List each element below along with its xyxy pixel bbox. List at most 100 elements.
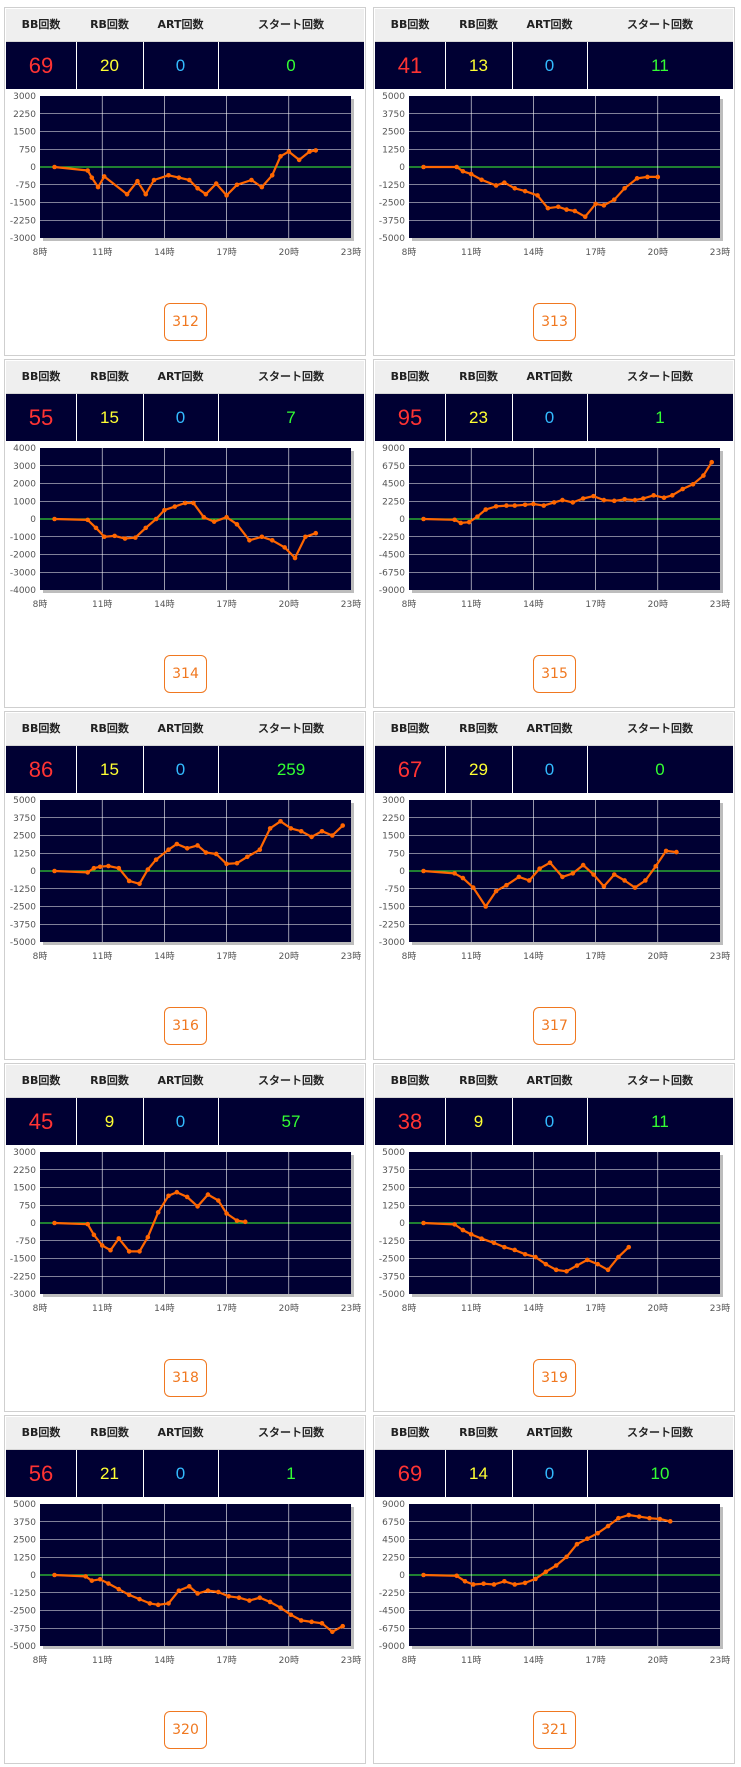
data-point [176, 175, 182, 180]
data-point [259, 184, 265, 190]
slump-chart: 3000 2250 1500 750 0 -750 -1500 -2250 -3000 8時 11時… [10, 92, 361, 258]
y-tick-label: -2250 [379, 1589, 405, 1599]
rb-header: RB回数 [90, 370, 129, 383]
data-point [95, 184, 101, 190]
data-point [176, 1588, 182, 1593]
x-tick-label: 8時 [402, 1655, 417, 1666]
x-tick-label: 8時 [402, 599, 417, 610]
x-tick-label: 20時 [279, 247, 299, 258]
data-point [186, 177, 192, 183]
data-point [421, 516, 426, 522]
data-point [213, 181, 219, 186]
start-count: 0 [286, 56, 296, 75]
y-tick-label: 4000 [13, 444, 36, 454]
x-tick-label: 20時 [279, 1655, 299, 1666]
data-point [680, 486, 685, 492]
stats-header: BB回数 RB回数 ART回数 スタート回数 [6, 713, 364, 746]
y-tick-label: 2500 [382, 1184, 405, 1194]
data-point [522, 502, 528, 508]
slump-chart: 5000 3750 2500 1250 0 -1250 -2500 -3750 -5000 8時 1… [10, 1500, 361, 1666]
data-point [657, 1516, 663, 1522]
stats-values: 69 14 0 10 [375, 1450, 733, 1497]
data-point [526, 878, 532, 883]
y-tick-label: 3000 [13, 1148, 36, 1158]
data-point [512, 1247, 518, 1253]
x-tick-label: 17時 [216, 951, 236, 962]
y-tick-label: 0 [30, 515, 36, 525]
machine-number-button[interactable]: 320 [164, 1711, 207, 1749]
data-point [674, 849, 679, 855]
x-tick-label: 8時 [33, 599, 48, 610]
data-point [522, 188, 528, 194]
data-point [636, 1514, 642, 1519]
rb-header: RB回数 [459, 1426, 498, 1439]
data-point [502, 1579, 507, 1584]
data-point [85, 1221, 90, 1227]
data-point [541, 503, 547, 508]
x-tick-label: 17時 [216, 1303, 236, 1314]
data-point [106, 1581, 111, 1586]
data-point [234, 1218, 240, 1223]
data-point [555, 204, 561, 210]
y-tick-label: 0 [30, 1219, 36, 1229]
data-point [460, 1227, 466, 1233]
machine-number-button[interactable]: 313 [533, 303, 576, 341]
column-divider [445, 1098, 446, 1145]
data-point [481, 1581, 486, 1586]
y-tick-label: -2500 [10, 1607, 36, 1617]
stats-header: BB回数 RB回数 ART回数 スタート回数 [375, 1065, 733, 1098]
data-point [174, 841, 180, 847]
x-tick-label: 8時 [402, 247, 417, 258]
rb-header: RB回数 [459, 18, 498, 31]
x-tick-label: 14時 [523, 1655, 543, 1666]
data-point [249, 177, 254, 183]
y-tick-label: 0 [30, 163, 36, 173]
column-divider [218, 1098, 219, 1145]
stats-header: BB回数 RB回数 ART回数 スタート回数 [375, 1417, 733, 1450]
x-tick-label: 8時 [33, 1655, 48, 1666]
y-tick-label: 6750 [382, 1518, 405, 1528]
data-point [611, 197, 617, 202]
machine-number-button[interactable]: 312 [164, 303, 207, 341]
machine-number-button[interactable]: 318 [164, 1359, 207, 1397]
machine-number-button[interactable]: 314 [164, 655, 207, 693]
data-point [667, 1519, 673, 1524]
art-count: 0 [175, 1112, 186, 1131]
data-point [91, 1232, 97, 1238]
art-count: 0 [175, 408, 186, 427]
data-point [645, 174, 650, 180]
data-point [116, 865, 122, 871]
x-tick-label: 23時 [710, 599, 730, 610]
y-tick-label: 750 [19, 1201, 36, 1211]
data-point [479, 1236, 484, 1241]
data-point [172, 504, 178, 509]
data-point [553, 1267, 559, 1273]
data-point [278, 154, 283, 159]
bb-header: BB回数 [21, 722, 61, 735]
x-tick-label: 8時 [33, 951, 48, 962]
y-tick-label: -2500 [10, 903, 36, 913]
x-tick-label: 17時 [585, 1655, 605, 1666]
data-point [211, 519, 217, 524]
y-tick-label: 0 [30, 1571, 36, 1581]
data-point [502, 1244, 507, 1250]
start-header: スタート回数 [627, 722, 693, 735]
machine-number-button[interactable]: 315 [533, 655, 576, 693]
machine-number-button[interactable]: 317 [533, 1007, 576, 1045]
machine-number-button[interactable]: 321 [533, 1711, 576, 1749]
art-header: ART回数 [526, 18, 573, 31]
data-point [195, 1204, 200, 1209]
data-point [313, 530, 319, 536]
data-point [213, 851, 219, 857]
rb-header: RB回数 [90, 1426, 129, 1439]
data-point [269, 538, 275, 543]
bb-header: BB回数 [21, 370, 61, 383]
machine-number-button[interactable]: 319 [533, 1359, 576, 1397]
art-header: ART回数 [526, 370, 573, 383]
machine-number-button[interactable]: 316 [164, 1007, 207, 1045]
series-line [423, 165, 658, 218]
y-tick-label: 2250 [13, 110, 36, 120]
slump-chart: 9000 6750 4500 2250 0 -2250 -4500 -6750 -9000 8時 1… [379, 444, 730, 610]
y-tick-label: -3000 [10, 234, 36, 244]
slump-chart: 9000 6750 4500 2250 0 -2250 -4500 -6750 -9000 8時 1… [379, 1500, 730, 1666]
